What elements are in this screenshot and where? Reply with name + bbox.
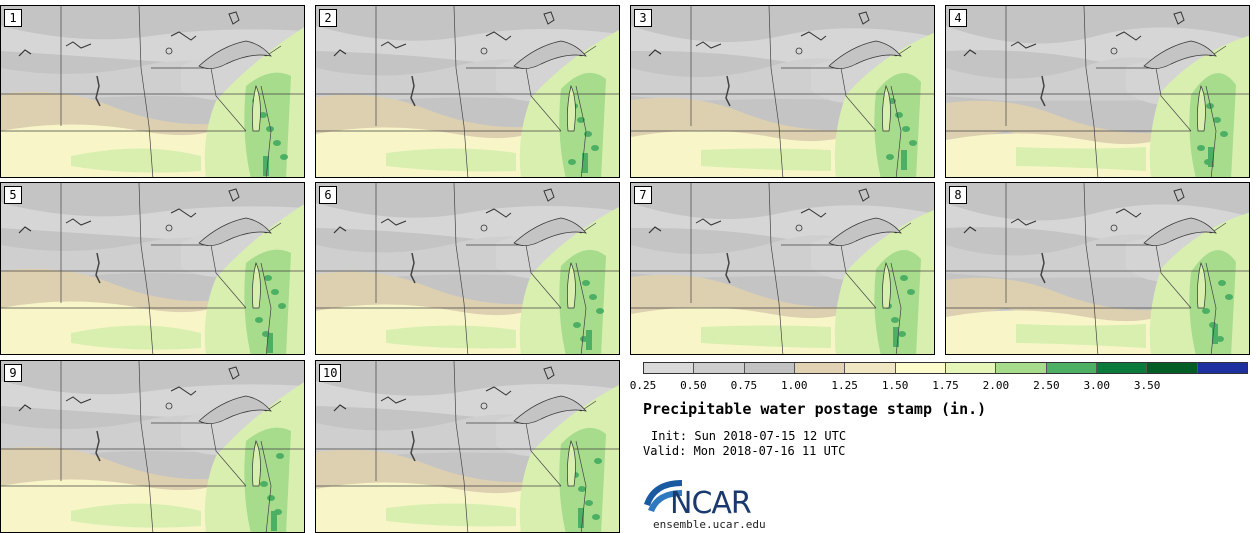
panel-label: 6 <box>319 186 337 204</box>
colorbar-tick-label: 0.75 <box>730 379 758 392</box>
valid-time: Valid: Mon 2018-07-16 11 UTC <box>643 444 846 458</box>
ensemble-member-panel-4: 4 <box>945 5 1250 178</box>
panel-label: 2 <box>319 9 337 27</box>
panel-label: 8 <box>949 186 967 204</box>
ensemble-member-panel-1: 1 <box>0 5 305 178</box>
colorbar-tick-label: 1.75 <box>932 379 959 392</box>
panel-label: 7 <box>634 186 652 204</box>
precip-map <box>316 361 619 532</box>
colorbar-segment <box>1197 363 1247 373</box>
ensemble-member-panel-3: 3 <box>630 5 935 178</box>
colorbar-tick-label: 0.50 <box>680 379 707 392</box>
colorbar-segment <box>895 363 946 373</box>
colorbar-tick-label: 1.00 <box>781 379 808 392</box>
colorbar-segment <box>1046 363 1097 373</box>
ncar-logo-icon <box>644 480 682 512</box>
colorbar-tick-label: 3.00 <box>1083 379 1111 392</box>
panel-label: 4 <box>949 9 967 27</box>
precip-map <box>1 183 304 354</box>
ensemble-member-panel-9: 9 <box>0 360 305 533</box>
colorbar-segment <box>845 363 896 373</box>
precip-map <box>946 183 1249 354</box>
panel-label: 5 <box>4 186 22 204</box>
colorbar-segment <box>1147 363 1198 373</box>
colorbar-segment <box>694 363 745 373</box>
panel-label: 1 <box>4 9 22 27</box>
colorbar-segment <box>744 363 795 373</box>
ensemble-member-panel-10: 10 <box>315 360 620 533</box>
colorbar-segment <box>794 363 846 373</box>
colorbar-tick-label: 2.50 <box>1033 379 1060 392</box>
precip-map <box>631 183 934 354</box>
colorbar-tick-label: 3.50 <box>1133 379 1161 392</box>
precip-map <box>1 6 304 177</box>
ensemble-member-panel-7: 7 <box>630 182 935 355</box>
colorbar <box>643 362 1248 374</box>
panel-label: 9 <box>4 364 22 382</box>
panel-label: 10 <box>319 364 342 382</box>
ensemble-member-panel-8: 8 <box>945 182 1250 355</box>
plot-title: Precipitable water postage stamp (in.) <box>643 400 987 418</box>
ensemble-member-panel-5: 5 <box>0 182 305 355</box>
ensemble-member-panel-6: 6 <box>315 182 620 355</box>
website-url[interactable]: ensemble.ucar.edu <box>653 518 766 531</box>
ensemble-member-panel-2: 2 <box>315 5 620 178</box>
panel-label: 3 <box>634 9 652 27</box>
colorbar-tick-label: 0.25 <box>629 379 657 392</box>
colorbar-segment <box>996 363 1047 373</box>
precip-map <box>946 6 1249 177</box>
precip-map <box>1 361 304 532</box>
precip-map <box>316 183 619 354</box>
colorbar-segment <box>945 363 997 373</box>
precip-map <box>316 6 619 177</box>
colorbar-tick-label: 1.50 <box>881 379 909 392</box>
colorbar-tick-label: 2.00 <box>982 379 1010 392</box>
colorbar-tick-label: 1.25 <box>831 379 858 392</box>
colorbar-segment <box>644 363 695 373</box>
ncar-logo-text: NCAR <box>670 486 752 521</box>
precip-map <box>631 6 934 177</box>
colorbar-labels: 0.25 0.50 0.75 1.00 1.25 1.50 1.75 2.00 2.50 3.00… <box>630 379 1250 393</box>
init-time: Init: Sun 2018-07-15 12 UTC <box>651 429 847 443</box>
colorbar-segment <box>1096 363 1148 373</box>
